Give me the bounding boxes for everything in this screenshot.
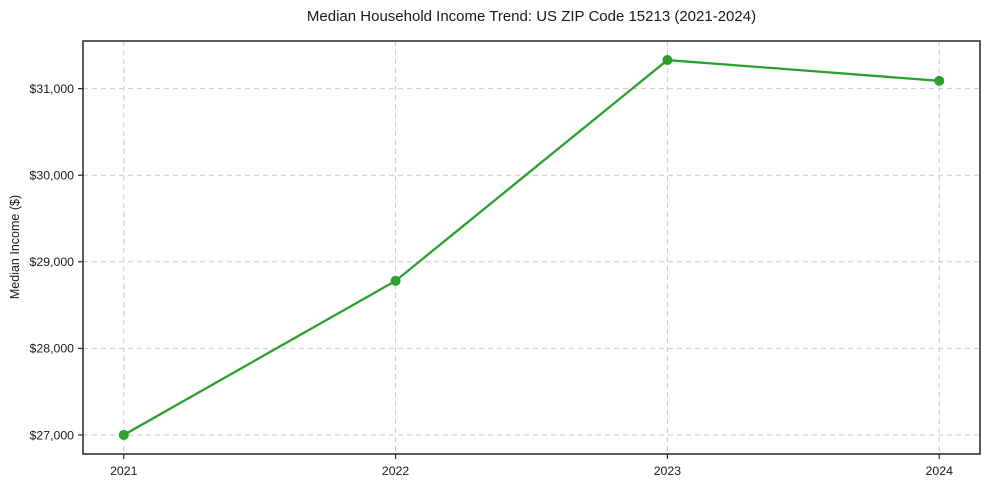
x-tick-label: 2024 [926,464,954,478]
data-point-2021 [118,429,129,440]
x-tick-label: 2022 [382,464,410,478]
data-point-2022 [390,275,401,286]
y-tick-label: $28,000 [30,342,75,356]
y-tick-label: $27,000 [30,428,75,442]
chart-title: Median Household Income Trend: US ZIP Co… [306,8,757,25]
x-tick-label: 2021 [110,464,138,478]
plot-border [82,40,981,455]
y-tick-label: $29,000 [30,255,75,269]
y-tick-label: $31,000 [30,82,75,96]
data-point-2023 [662,55,673,66]
y-tick-label: $30,000 [30,169,75,183]
data-point-2024 [934,75,945,86]
x-tick-label: 2023 [654,464,682,478]
trend-line [122,58,941,437]
